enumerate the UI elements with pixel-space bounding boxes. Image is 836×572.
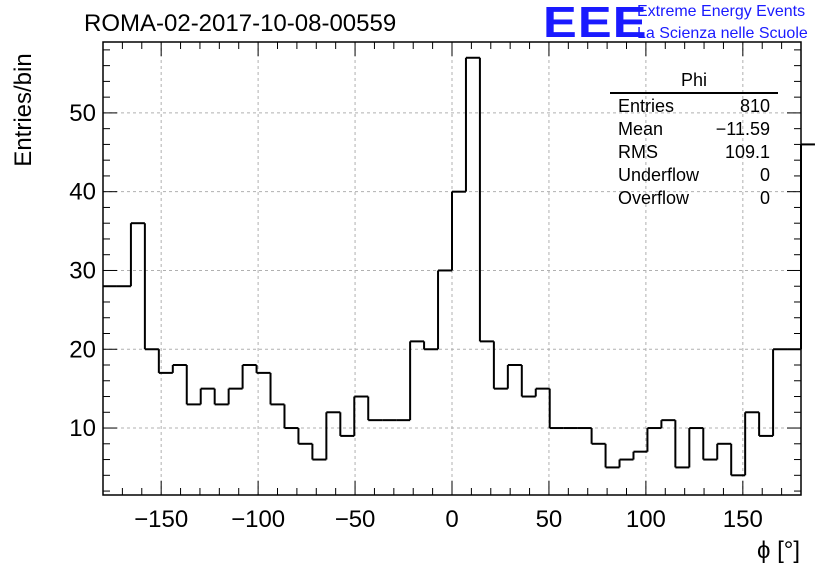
x-tick-label: −100 [231, 506, 285, 533]
stats-value: 0 [759, 165, 770, 185]
x-tick-label: −150 [134, 506, 188, 533]
logo-text: EEE [543, 0, 648, 47]
stats-title: Phi [610, 70, 778, 94]
stats-label: RMS [618, 142, 658, 162]
y-tick-label: 10 [69, 415, 96, 442]
stats-row-underflow: Underflow 0 [610, 164, 778, 187]
x-tick-label: 100 [626, 506, 666, 533]
stats-box: Phi Entries 810 Mean −11.59 RMS 109.1 Un… [610, 70, 778, 210]
y-tick-label: 30 [69, 257, 96, 284]
stats-row-mean: Mean −11.59 [610, 118, 778, 141]
stats-value: 109.1 [724, 142, 770, 162]
stats-label: Overflow [618, 188, 690, 208]
stats-row-rms: RMS 109.1 [610, 141, 778, 164]
y-tick-label: 40 [69, 179, 96, 206]
stats-label: Mean [618, 119, 664, 139]
tick-labels: −150 −100 −50 0 50 100 150 10 20 30 40 50 [69, 100, 763, 533]
logo-line-1: Extreme Energy Events [637, 3, 806, 20]
x-tick-label: −50 [335, 506, 376, 533]
x-tick-label: 50 [536, 506, 563, 533]
stats-value: 0 [759, 188, 770, 208]
stats-value: 810 [739, 96, 770, 116]
stats-row-overflow: Overflow 0 [610, 187, 778, 210]
chart-title: ROMA-02-2017-10-08-00559 [84, 10, 397, 37]
stats-row-entries: Entries 810 [610, 95, 778, 118]
x-tick-label: 0 [445, 506, 458, 533]
y-axis-label: Entries/bin [10, 53, 37, 166]
x-tick-label: 150 [723, 506, 763, 533]
stats-value: −11.59 [715, 119, 770, 139]
x-axis-label: ϕ [°] [757, 537, 800, 564]
logo-line-2: La Scienza nelle Scuole [637, 25, 808, 42]
stats-label: Entries [618, 96, 675, 116]
y-tick-label: 20 [69, 336, 96, 363]
axis-ticks [102, 42, 802, 495]
stats-label: Underflow [618, 165, 700, 185]
y-tick-label: 50 [69, 100, 96, 127]
